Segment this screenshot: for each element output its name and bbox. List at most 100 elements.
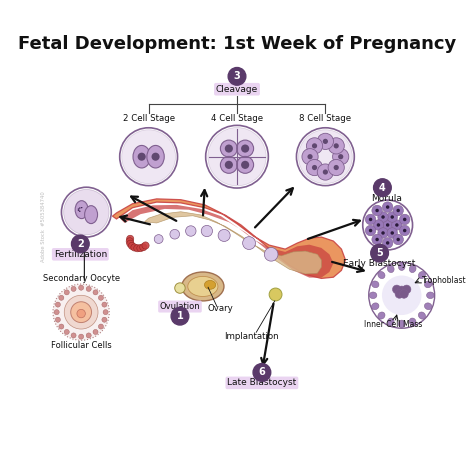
Circle shape [79, 285, 84, 290]
Circle shape [369, 218, 373, 221]
Ellipse shape [237, 140, 254, 157]
Circle shape [102, 317, 107, 322]
Circle shape [64, 330, 69, 335]
Circle shape [59, 295, 64, 300]
Text: Morula: Morula [372, 194, 402, 203]
Circle shape [308, 154, 313, 159]
Circle shape [241, 144, 249, 153]
Circle shape [383, 220, 393, 230]
Circle shape [170, 229, 180, 239]
Circle shape [382, 276, 421, 315]
Circle shape [102, 302, 107, 307]
Circle shape [137, 245, 144, 252]
Circle shape [317, 133, 334, 149]
Circle shape [333, 148, 349, 165]
Circle shape [334, 143, 339, 148]
Circle shape [86, 333, 91, 338]
Ellipse shape [79, 207, 81, 209]
Circle shape [312, 165, 317, 170]
Circle shape [269, 288, 282, 301]
Circle shape [131, 244, 138, 251]
Circle shape [122, 130, 175, 183]
Ellipse shape [419, 312, 426, 319]
Circle shape [396, 209, 400, 212]
Text: Ovulation: Ovulation [160, 302, 201, 311]
Circle shape [386, 205, 389, 209]
Circle shape [381, 231, 385, 235]
Circle shape [328, 138, 344, 154]
Circle shape [137, 153, 146, 161]
Circle shape [334, 165, 339, 170]
Circle shape [386, 241, 389, 245]
Ellipse shape [409, 265, 416, 272]
Polygon shape [145, 212, 321, 274]
Circle shape [55, 302, 60, 307]
Circle shape [392, 220, 402, 230]
Circle shape [381, 215, 385, 219]
Circle shape [400, 290, 408, 298]
Circle shape [54, 310, 59, 315]
Circle shape [53, 284, 109, 340]
Circle shape [154, 235, 163, 243]
Text: Inner Cell Mass: Inner Cell Mass [365, 320, 423, 329]
Ellipse shape [78, 208, 80, 210]
Circle shape [400, 225, 410, 236]
Circle shape [372, 234, 383, 245]
Circle shape [264, 247, 278, 261]
Text: 6: 6 [258, 367, 265, 377]
Ellipse shape [204, 281, 216, 289]
Circle shape [387, 212, 398, 222]
Ellipse shape [133, 145, 150, 168]
Circle shape [383, 202, 393, 212]
Circle shape [306, 138, 323, 154]
Circle shape [400, 214, 410, 225]
Ellipse shape [188, 276, 218, 296]
Circle shape [403, 218, 406, 221]
Text: 8 Cell Stage: 8 Cell Stage [299, 114, 351, 123]
Circle shape [375, 238, 379, 241]
Circle shape [363, 200, 412, 250]
Ellipse shape [387, 318, 394, 326]
Circle shape [225, 144, 233, 153]
Circle shape [208, 128, 266, 186]
Circle shape [93, 290, 98, 295]
Circle shape [383, 238, 393, 248]
Circle shape [403, 229, 406, 232]
Circle shape [71, 333, 76, 338]
Ellipse shape [147, 145, 164, 168]
Circle shape [77, 309, 85, 318]
Circle shape [171, 307, 189, 325]
Circle shape [93, 330, 98, 335]
Circle shape [378, 212, 388, 222]
Circle shape [127, 235, 134, 242]
Circle shape [372, 205, 383, 216]
Ellipse shape [81, 207, 82, 208]
Circle shape [71, 302, 91, 323]
Ellipse shape [237, 156, 254, 173]
Text: Trophoblast: Trophoblast [422, 276, 466, 285]
Ellipse shape [399, 320, 405, 328]
Circle shape [152, 153, 160, 161]
Circle shape [365, 225, 376, 236]
Circle shape [387, 228, 398, 238]
Circle shape [302, 148, 318, 165]
Circle shape [378, 228, 388, 238]
Ellipse shape [378, 312, 385, 319]
Ellipse shape [220, 140, 237, 157]
Circle shape [128, 242, 136, 250]
Text: Ovary: Ovary [207, 304, 233, 313]
Circle shape [395, 290, 404, 298]
Ellipse shape [424, 281, 432, 288]
Circle shape [391, 231, 394, 235]
Circle shape [299, 130, 352, 183]
Circle shape [393, 234, 403, 245]
Circle shape [392, 285, 401, 294]
Polygon shape [120, 205, 333, 277]
Text: 4 Cell Stage: 4 Cell Stage [211, 114, 263, 123]
Circle shape [393, 205, 403, 216]
Ellipse shape [409, 318, 416, 326]
Circle shape [62, 187, 111, 237]
Circle shape [323, 139, 328, 144]
Text: Late Blastocyst: Late Blastocyst [227, 378, 297, 387]
Circle shape [338, 154, 343, 159]
